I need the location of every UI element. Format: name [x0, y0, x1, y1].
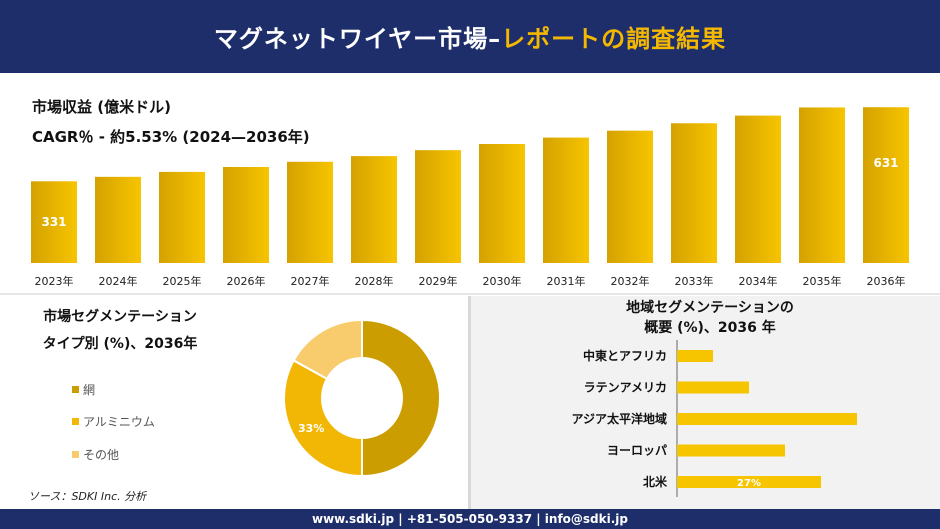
revenue-bar: [799, 107, 845, 263]
revenue-bar: [479, 144, 525, 263]
legend-label: アルミニウム: [83, 415, 155, 429]
revenue-bar: [95, 176, 141, 263]
revenue-bar: [223, 166, 269, 263]
revenue-bar: [415, 150, 461, 263]
region-title-line1: 地域セグメンテーションの: [626, 300, 794, 316]
x-tick-label: 2028年: [355, 274, 394, 288]
legend-swatch: [72, 418, 79, 425]
revenue-bar: [863, 107, 909, 263]
x-tick-label: 2036年: [867, 274, 906, 288]
region-title-line2: 概要 (%)、2036 年: [644, 320, 776, 336]
x-tick-label: 2029年: [419, 274, 458, 288]
x-tick-label: 2032年: [611, 274, 650, 288]
revenue-chart-title: 市場収益 (億米ドル): [32, 98, 171, 116]
footer-banner: www.sdki.jp | +81-505-050-9337 | info@sd…: [0, 509, 940, 529]
x-tick-label: 2023年: [35, 274, 74, 288]
region-bar: [677, 476, 821, 488]
x-tick-label: 2033年: [675, 274, 714, 288]
revenue-bar: [159, 171, 205, 263]
revenue-bar: [671, 123, 717, 263]
revenue-bar: [735, 115, 781, 263]
legend-swatch: [72, 451, 79, 458]
revenue-bar: [607, 130, 653, 263]
donut-data-label: 33%: [298, 422, 324, 435]
contact-info: www.sdki.jp | +81-505-050-9337 | info@sd…: [311, 512, 628, 526]
donut-slice: [361, 318, 441, 478]
legend-item: 網: [72, 381, 95, 398]
region-label: ラテンアメリカ: [584, 381, 667, 395]
donut-slice: [292, 318, 363, 381]
legend-swatch: [72, 386, 79, 393]
revenue-bar: [31, 181, 77, 263]
segment-title-line1: 市場セグメンテーション: [43, 309, 197, 325]
region-label: ヨーロッパ: [607, 444, 667, 458]
title-main: マグネットワイヤー市場–: [213, 25, 502, 53]
region-panel: [471, 296, 940, 509]
region-bar: [677, 381, 749, 394]
x-tick-label: 2034年: [739, 274, 778, 288]
section-divider: [0, 293, 940, 295]
x-tick-label: 2030年: [483, 274, 522, 288]
cagr-label: CAGR％ - 約5.53% (2024—2036年): [32, 128, 310, 146]
x-tick-label: 2027年: [291, 274, 330, 288]
segment-title-line2: タイプ別 (%)、2036年: [42, 336, 198, 352]
revenue-bar: [543, 137, 589, 263]
bar-data-label: 331: [41, 215, 66, 229]
type-donut-chart: 33%: [283, 318, 441, 478]
panel-divider: [468, 296, 471, 509]
legend-label: 網: [83, 383, 96, 397]
region-bar: [677, 444, 785, 457]
title-accent: レポートの調査結果: [501, 25, 727, 53]
region-data-label: 27%: [737, 478, 761, 489]
legend-label: その他: [83, 448, 120, 462]
region-label: 北米: [643, 474, 668, 489]
source-note: ソース：SDKI Inc. 分析: [28, 490, 147, 503]
donut-slice: [283, 359, 363, 478]
x-tick-label: 2035年: [803, 274, 842, 288]
region-bar: [677, 350, 713, 362]
region-label: アジア太平洋地域: [571, 411, 667, 426]
revenue-bar: [287, 161, 333, 263]
bar-data-label: 631: [873, 156, 898, 170]
revenue-bar: [351, 156, 397, 263]
page-title: マグネットワイヤー市場–レポートの調査結果: [214, 19, 726, 54]
legend-item: その他: [72, 446, 119, 463]
x-tick-label: 2031年: [547, 274, 586, 288]
x-tick-label: 2025年: [163, 274, 202, 288]
legend-item: アルミニウム: [72, 413, 155, 430]
region-bar: [677, 413, 857, 425]
x-tick-label: 2024年: [99, 274, 138, 288]
header-banner: マグネットワイヤー市場–レポートの調査結果: [0, 0, 940, 73]
revenue-bar-chart: 2023年 331 2024年 2025年 2026年 2027年 2028年 2029年 20…: [31, 107, 909, 288]
region-label: 中東とアフリカ: [583, 348, 667, 363]
x-tick-label: 2026年: [227, 274, 266, 288]
